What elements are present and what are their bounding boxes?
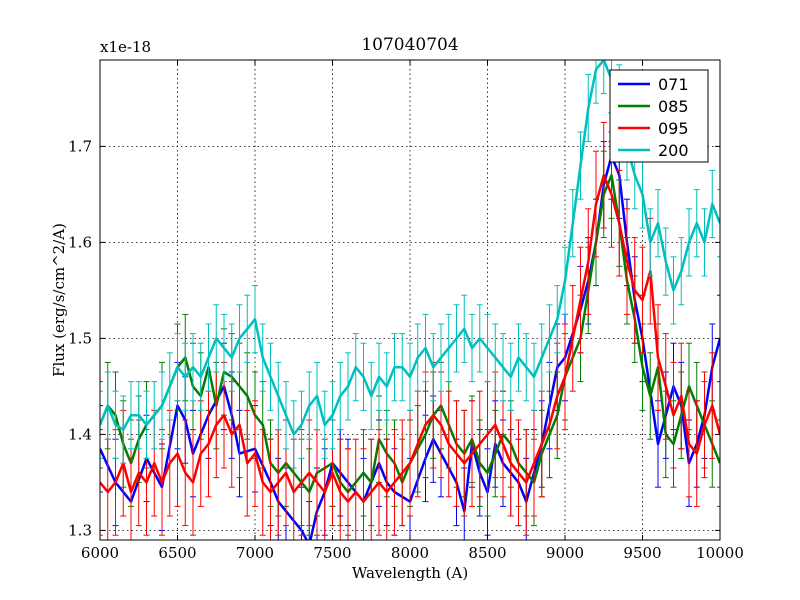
series-line-071 xyxy=(100,154,720,540)
legend: 071 085 095 200 xyxy=(609,69,709,163)
legend-label-071: 071 xyxy=(658,75,689,94)
axis-ticks: 6000 6500 7000 7500 8000 8500 9000 9500 10000 1.3… xyxy=(68,60,744,562)
y-offset-label: x1e-18 xyxy=(100,38,151,56)
x-tick-label: 10000 xyxy=(696,544,744,562)
x-tick-label: 9000 xyxy=(546,544,584,562)
y-tick-label: 1.4 xyxy=(68,425,92,443)
x-tick-label: 7500 xyxy=(313,544,351,562)
plot-area xyxy=(100,60,720,540)
x-axis-label: Wavelength (A) xyxy=(352,564,468,582)
x-tick-label: 6000 xyxy=(81,544,119,562)
legend-label-200: 200 xyxy=(658,141,689,160)
y-axis-label: Flux (erg/s/cm^2/A) xyxy=(50,223,68,377)
x-tick-label: 6500 xyxy=(158,544,196,562)
series-line-095 xyxy=(100,173,720,503)
chart-title: 107040704 xyxy=(361,35,458,55)
legend-frame xyxy=(609,69,709,163)
legend-label-095: 095 xyxy=(658,119,689,138)
y-tick-label: 1.7 xyxy=(68,137,92,155)
y-tick-label: 1.5 xyxy=(68,329,92,347)
x-tick-label: 8000 xyxy=(391,544,429,562)
y-tick-label: 1.3 xyxy=(68,521,92,539)
x-tick-label: 8500 xyxy=(468,544,506,562)
x-tick-label: 9500 xyxy=(623,544,661,562)
x-tick-label: 7000 xyxy=(236,544,274,562)
y-tick-label: 1.6 xyxy=(68,233,92,251)
legend-label-085: 085 xyxy=(658,97,689,116)
